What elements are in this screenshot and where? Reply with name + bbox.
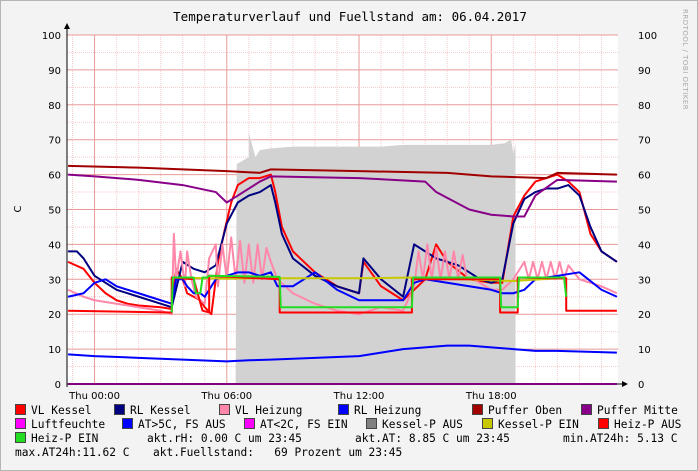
legend-swatch: [219, 404, 230, 415]
series-line-kessel-p-ein: [171, 276, 558, 283]
legend-label: Luftfeuchte: [31, 418, 106, 431]
y-tick-label-right: 10: [638, 345, 651, 356]
stat-fuellstand: akt.Fuellstand: 69 Prozent um 23:45: [153, 446, 403, 459]
y-tick-label-right: 90: [638, 66, 651, 77]
legend-swatch: [338, 404, 349, 415]
legend-swatch: [244, 418, 255, 429]
legend-label: AT<2C, FS EIN: [260, 418, 348, 431]
series-line-at-5c-fs-aus: [68, 344, 617, 363]
y-tick-label-left: 10: [48, 345, 61, 356]
fill-level-area: [235, 132, 516, 384]
y-tick-label-right: 80: [638, 101, 651, 112]
y-tick-label-left: 30: [48, 275, 61, 286]
legend-swatch: [15, 432, 26, 443]
y-tick-label-right: 20: [638, 310, 651, 321]
y-tick-label-right: 40: [638, 240, 651, 251]
x-tick-label: Thu 18:00: [465, 391, 517, 401]
chart-title: Temperaturverlauf und Fuellstand am: 06.…: [173, 9, 527, 24]
y-tick-label-left: 60: [48, 171, 61, 182]
y-axis-arrow: [64, 23, 70, 29]
legend-item-vl-kessel: VL Kessel: [15, 404, 92, 417]
x-axis-arrow: [622, 381, 628, 387]
legend-label: VL Kessel: [31, 404, 92, 417]
y-tick-label-left: 50: [48, 206, 61, 217]
series-line-vl-kessel: [67, 173, 618, 316]
stat-max-at: max.AT24h:11.62 C: [15, 446, 130, 459]
y-tick-label-right: 100: [638, 31, 657, 42]
y-tick-label-left: 0: [55, 380, 61, 391]
legend-label: VL Heizung: [235, 404, 303, 417]
stat-akt-at: akt.AT: 8.85 C um 23:45: [355, 432, 510, 445]
fill-level-polygon: [235, 132, 516, 384]
y-tick-label-right: 60: [638, 171, 651, 182]
legend-swatch: [366, 418, 377, 429]
legend-swatch: [598, 418, 609, 429]
legend-swatch: [122, 418, 133, 429]
legend-swatch: [15, 404, 26, 415]
stat-akt-rh: akt.rH: 0.00 C um 23:45: [147, 432, 302, 445]
series-line-puffer-oben: [68, 164, 617, 180]
legend-label: Kessel-P EIN: [498, 418, 579, 431]
axes: 0 0 10 10 20 20 30 30 40 40 50 50 60 60 70 70 80 80 90 90 10…: [42, 23, 657, 401]
legend-swatch: [114, 404, 125, 415]
legend-item-rl-kessel: RL Kessel: [114, 404, 191, 417]
rrdtool-watermark: RRDTOOL / TOBI OETIKER: [681, 9, 689, 111]
y-tick-label-right: 70: [638, 136, 651, 147]
legend-item-rl-heizung: RL Heizung: [338, 404, 421, 417]
legend-swatch: [581, 404, 592, 415]
legend-label: Heiz-P EIN: [31, 432, 99, 445]
legend-label: AT>5C, FS AUS: [138, 418, 226, 431]
y-tick-label-left: 90: [48, 66, 61, 77]
legend-swatch: [472, 404, 483, 415]
y-tick-label-right: 30: [638, 275, 651, 286]
y-tick-label-left: 80: [48, 101, 61, 112]
legend-label: Puffer Oben: [488, 404, 563, 417]
legend-item-kessel-p-aus: Kessel-P AUS: [366, 418, 463, 431]
legend-label: Heiz-P AUS: [614, 418, 682, 431]
legend-swatch: [15, 418, 26, 429]
y-tick-label-left: 70: [48, 136, 61, 147]
legend-swatch: [482, 418, 493, 429]
x-tick-label: Thu 12:00: [333, 391, 385, 401]
stat-min-at: min.AT24h: 5.13 C: [563, 432, 678, 445]
legend-item-kessel-p-ein: Kessel-P EIN: [482, 418, 579, 431]
series-line-puffer-mitte: [68, 173, 617, 218]
series-line-rl-kessel: [68, 184, 618, 309]
y-axis-label: C: [13, 205, 24, 212]
legend-label: RL Heizung: [354, 404, 422, 417]
legend-label: Puffer Mitte: [597, 404, 678, 417]
y-tick-label-left: 100: [42, 31, 61, 42]
legend-item-puffer-oben: Puffer Oben: [472, 404, 562, 417]
x-tick-label: Thu 06:00: [200, 391, 252, 401]
x-tick-label: Thu 00:00: [68, 391, 120, 401]
y-tick-label-right: 0: [638, 380, 644, 391]
legend-label: Kessel-P AUS: [382, 418, 463, 431]
legend-item-at-above-5c: AT>5C, FS AUS: [122, 418, 226, 431]
legend-item-heiz-p-ein: Heiz-P EIN: [15, 432, 98, 445]
y-tick-label-left: 20: [48, 310, 61, 321]
y-tick-label-left: 40: [48, 240, 61, 251]
series-line-heiz-p-ein: [170, 274, 568, 313]
y-tick-label-right: 50: [638, 206, 651, 217]
legend-item-at-below-2c: AT<2C, FS EIN: [244, 418, 348, 431]
legend-item-vl-heizung: VL Heizung: [219, 404, 302, 417]
legend-item-heiz-p-aus: Heiz-P AUS: [598, 418, 681, 431]
legend-item-puffer-mitte: Puffer Mitte: [581, 404, 678, 417]
legend-label: RL Kessel: [130, 404, 191, 417]
legend-item-luftfeuchte: Luftfeuchte: [15, 418, 105, 431]
chart-plot: 0 0 10 10 20 20 30 30 40 40 50 50 60 60 70 70 80 80 90 90 10…: [13, 23, 657, 401]
